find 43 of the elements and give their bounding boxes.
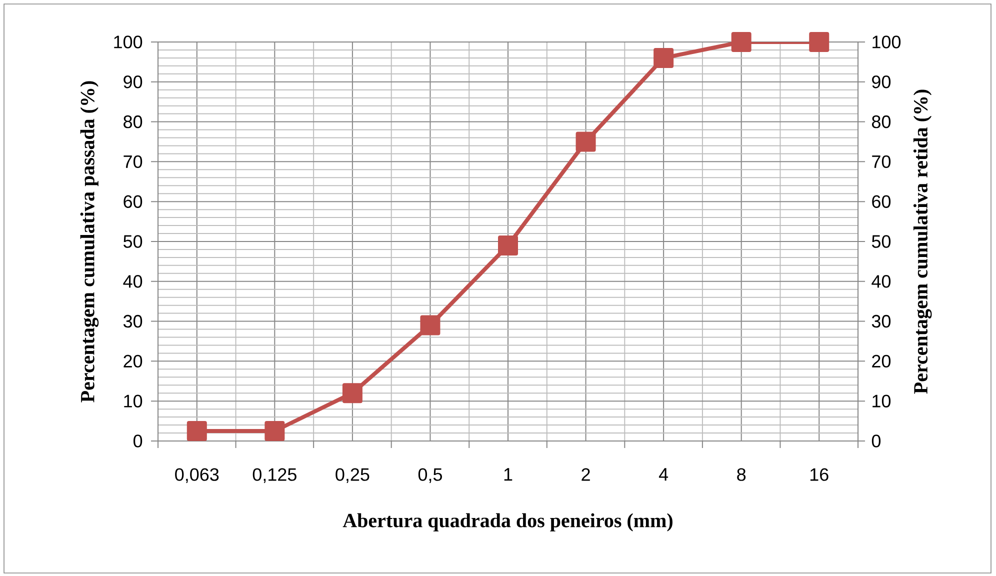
x-tick-label: 0,5 [418, 468, 442, 484]
x-tick-label: 4 [658, 468, 668, 481]
point [342, 383, 362, 404]
y-tick-label: 90 [124, 76, 142, 88]
x-tick-label: 0,063 [175, 468, 219, 484]
y2-tick-label: 40 [872, 275, 891, 288]
x-tick-label: 0,25 [336, 468, 370, 484]
y-tick-label: 60 [124, 195, 142, 208]
x-axis-title: Abertura quadrada dos peneiros (mm) [342, 513, 672, 532]
y-tick-label: 30 [123, 314, 142, 328]
y-tick-label: 100 [114, 36, 142, 48]
x-tick-label: 1 [504, 468, 512, 481]
y2-tick-label: 20 [872, 354, 891, 368]
point [654, 48, 674, 68]
y2-axis-title: Percentagem cumulativa retida (%) [913, 90, 932, 394]
x-tick-label: 8 [737, 468, 746, 481]
y2-tick-label: 30 [872, 314, 891, 328]
x-tick-label: 0,125 [252, 468, 296, 484]
point [809, 32, 830, 52]
y2-tick-label: 60 [872, 195, 891, 208]
y-tick-label: 50 [124, 235, 142, 248]
x-tick-label: 2 [582, 468, 590, 481]
y2-tick-label: 70 [872, 155, 891, 168]
y-tick-label: 20 [124, 354, 142, 368]
y2-tick-label: 80 [872, 115, 891, 128]
y-axis-title: Percentagem cumulativa passada (%) [80, 81, 99, 402]
y2-tick-label: 100 [872, 36, 901, 48]
y2-tick-label: 90 [872, 76, 891, 88]
point [420, 315, 440, 336]
point [731, 32, 752, 52]
point [264, 421, 285, 442]
y2-tick-label: 50 [872, 235, 891, 248]
y-tick-label: 40 [123, 275, 142, 288]
point [186, 421, 207, 442]
x-tick-label: 16 [810, 468, 828, 481]
y2-tick-label: 10 [872, 394, 891, 408]
y-tick-label: 80 [124, 115, 142, 128]
y2-tick-label: 0 [872, 434, 881, 448]
y-tick-label: 0 [134, 434, 142, 448]
y-tick-label: 10 [124, 394, 142, 408]
point [498, 235, 518, 256]
y-tick-label: 70 [124, 155, 142, 168]
point [576, 132, 596, 152]
